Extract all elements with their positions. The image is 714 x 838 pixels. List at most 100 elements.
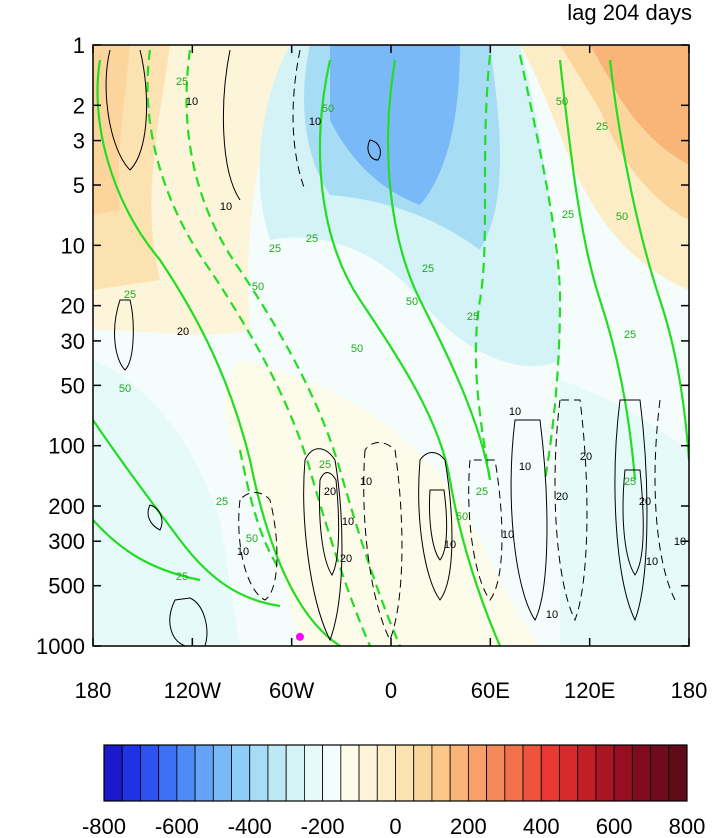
x-tick-label: 180 <box>75 678 112 703</box>
colorbar-tick-label: 400 <box>523 814 560 838</box>
green-contour-line <box>518 54 562 481</box>
colorbar-swatch <box>413 744 433 802</box>
green-contour-line <box>608 59 689 461</box>
black-contour-label: 10 <box>509 406 521 418</box>
green-contour-label: 25 <box>562 209 574 221</box>
black-contour-line <box>614 399 648 622</box>
colorbar-swatch <box>395 744 415 802</box>
colorbar-swatch <box>631 744 651 802</box>
colorbar-swatch <box>613 744 633 802</box>
green-contour-label: 50 <box>252 281 264 293</box>
black-contour-label: 20 <box>324 486 336 498</box>
y-tick-label: 3 <box>73 129 85 154</box>
green-contour-label: 25 <box>476 486 488 498</box>
colorbar-swatch <box>522 744 542 802</box>
colorbar-swatch <box>322 744 342 802</box>
colorbar-swatch <box>121 744 141 802</box>
colorbar-swatch <box>304 744 324 802</box>
green-contour-line <box>93 519 201 582</box>
green-contour-labels: 25 50 25 25 50 25 25 50 25 50 25 50 25 2… <box>119 76 636 583</box>
black-contour-labels: 10 10 10 20 10 10 10 20 20 10 10 10 20 1… <box>177 96 686 621</box>
colorbar-swatch <box>249 744 269 802</box>
black-contour-line <box>292 49 306 191</box>
black-contour-line <box>429 489 448 561</box>
shaded-field <box>93 45 689 646</box>
y-tick-label: 300 <box>48 529 85 554</box>
green-contour-label: 25 <box>624 476 636 488</box>
y-axis: 1 2 3 5 10 20 30 50 100 200 300 500 1000 <box>36 33 689 659</box>
black-contour-label: 10 <box>220 201 232 213</box>
chart-title: lag 204 days <box>567 0 692 25</box>
green-contour-line <box>238 449 281 571</box>
green-contour-label: 50 <box>119 383 131 395</box>
colorbar-swatch <box>595 744 615 802</box>
colorbar-swatch <box>194 744 214 802</box>
y-tick-label: 5 <box>73 173 85 198</box>
green-contour-line <box>474 54 492 481</box>
green-contour-label: 50 <box>322 103 334 115</box>
colorbar: -800 -600 -400 -200 0 200 400 600 800 <box>82 744 705 838</box>
colorbar-tick-label: 200 <box>450 814 487 838</box>
colorbar-frame <box>103 744 688 802</box>
black-contour-line <box>105 49 148 171</box>
colorbar-swatch <box>486 744 506 802</box>
black-contour-line <box>238 492 278 601</box>
colorbar-swatch <box>559 744 579 802</box>
y-tick-label: 30 <box>61 329 85 354</box>
field-warm-east-core <box>590 45 689 165</box>
colorbar-tick-label: -800 <box>82 814 126 838</box>
y-tick-label: 2 <box>73 93 85 118</box>
colorbar-tick-label: -200 <box>301 814 345 838</box>
y-tick-label: 20 <box>61 294 85 319</box>
black-contour-line <box>319 472 340 576</box>
black-contour-line <box>418 452 453 601</box>
green-contour-label: 50 <box>406 296 418 308</box>
location-marker <box>295 632 304 641</box>
green-contour-line <box>185 49 402 646</box>
green-contour-label: 25 <box>306 233 318 245</box>
x-tick-label: 60E <box>471 678 510 703</box>
green-contour-label: 25 <box>422 263 434 275</box>
black-contour-label: 10 <box>309 116 321 128</box>
field-cool-lower-east <box>560 380 689 646</box>
black-contour-line <box>622 469 644 576</box>
colorbar-swatch <box>431 744 451 802</box>
green-contour-line <box>93 419 281 608</box>
x-axis: 180 120W 60W 0 60E 120E 180 <box>75 45 708 703</box>
black-contour-line <box>510 419 548 621</box>
x-tick-label: 180 <box>671 678 708 703</box>
colorbar-swatch <box>449 744 469 802</box>
black-contour-label: 20 <box>556 491 568 503</box>
green-contour-label: 25 <box>176 76 188 88</box>
black-contour-label: 20 <box>177 326 189 338</box>
green-contour-label: 25 <box>176 571 188 583</box>
black-contour-label: 10 <box>360 476 372 488</box>
black-contour-line <box>468 459 503 601</box>
green-contour-line <box>318 59 502 646</box>
green-contour-label: 50 <box>351 343 363 355</box>
colorbar-swatch <box>376 744 396 802</box>
green-contour-label: 25 <box>319 459 331 471</box>
y-tick-label: 500 <box>48 574 85 599</box>
black-contour-label: 20 <box>340 553 352 565</box>
colorbar-tick-label: -600 <box>155 814 199 838</box>
colorbar-tick-label: 600 <box>596 814 633 838</box>
colorbar-swatch <box>577 744 597 802</box>
colorbar-swatch <box>340 744 360 802</box>
plot-area: 25 50 25 25 50 25 25 50 25 50 25 50 25 2… <box>92 44 690 647</box>
colorbar-swatch <box>231 744 251 802</box>
colorbar-swatch <box>212 744 232 802</box>
black-contour-line <box>114 299 134 371</box>
x-tick-label: 120E <box>564 678 615 703</box>
green-contour-label: 25 <box>596 121 608 133</box>
y-tick-label: 100 <box>48 434 85 459</box>
black-contour-label: 20 <box>639 496 651 508</box>
y-tick-label: 1 <box>73 33 85 58</box>
black-contour-label: 10 <box>646 556 658 568</box>
green-contour-label: 25 <box>124 289 136 301</box>
green-contour-label: 25 <box>269 243 281 255</box>
y-tick-label: 200 <box>48 494 85 519</box>
black-contour-label: 10 <box>519 461 531 473</box>
field-warm-lower-band <box>225 360 540 646</box>
